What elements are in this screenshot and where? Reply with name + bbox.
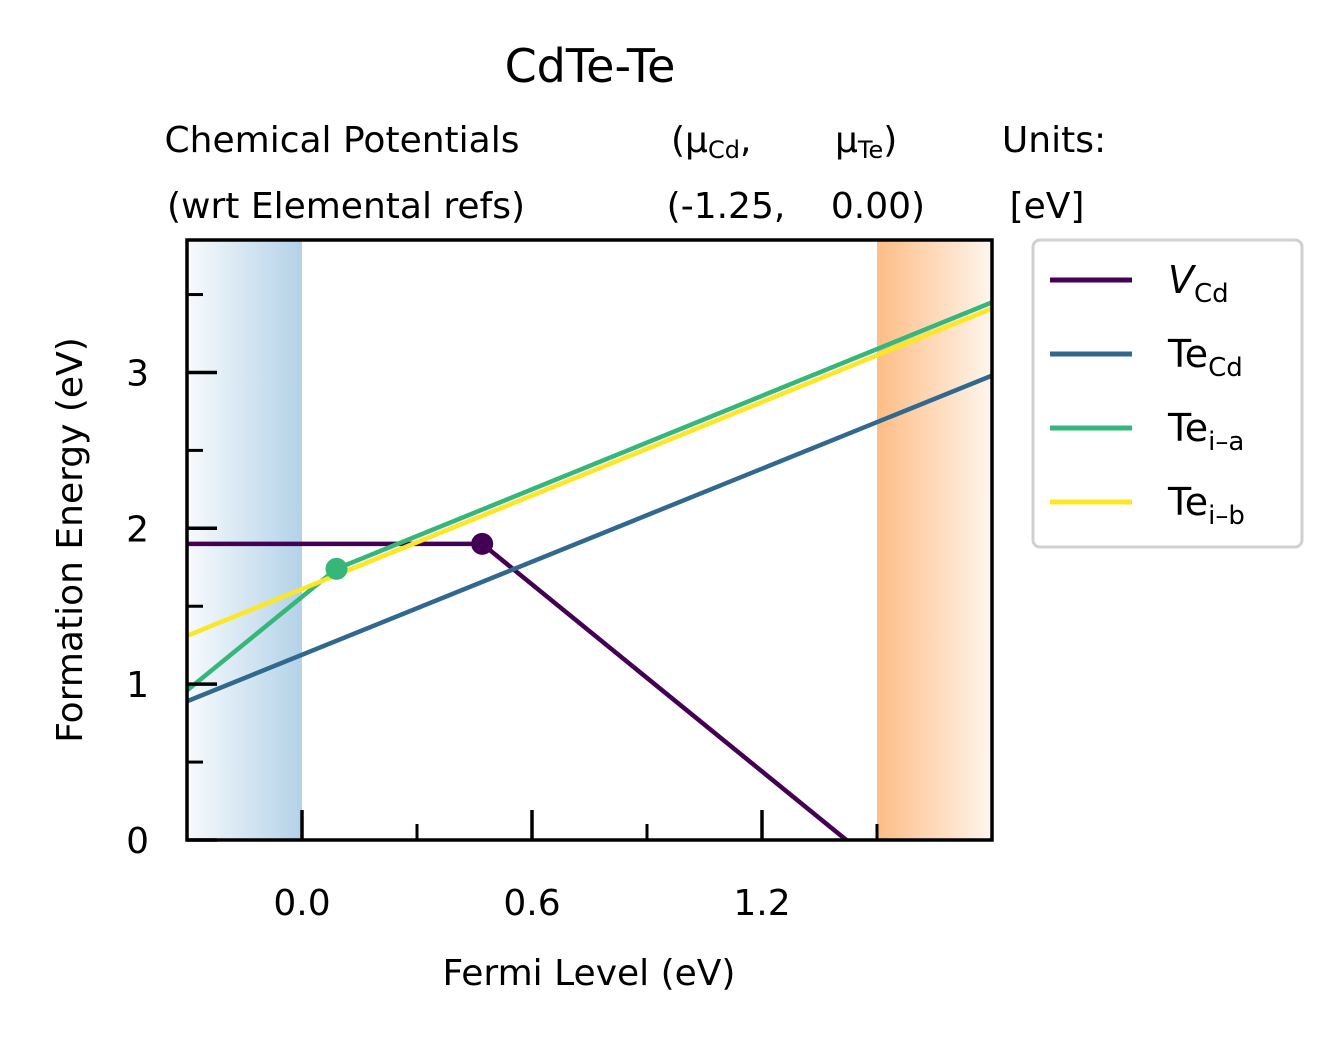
transition-level-marker-0 (471, 532, 494, 555)
valence-band-region (187, 240, 302, 840)
chart-title: CdTe-Te (505, 39, 676, 93)
header-left-line2: (wrt Elemental refs) (167, 186, 525, 227)
x-axis-label: Fermi Level (eV) (443, 953, 736, 994)
header-units-label: Units: (1002, 120, 1106, 161)
header-mu-cd: (μCd, (671, 120, 751, 164)
legend-entry-1: TeCd (1167, 332, 1243, 383)
x-tick-label-2: 1.2 (733, 883, 790, 924)
y-tick-label-3: 3 (126, 353, 149, 394)
y-tick-label-2: 2 (126, 509, 149, 550)
y-axis-label: Formation Energy (eV) (50, 337, 91, 743)
series-line-1 (187, 373, 992, 704)
y-tick-label-1: 1 (126, 665, 149, 706)
x-tick-label-0: 0.0 (273, 883, 330, 924)
legend-box (1031, 238, 1304, 549)
header-mu-te-value: 0.00) (831, 186, 925, 227)
legend-entry-0: VCd (1168, 258, 1229, 309)
y-tick-label-0: 0 (126, 821, 149, 862)
header-mu-te: μTe) (835, 120, 897, 164)
header-mu-cd-value: (-1.25, (667, 186, 786, 227)
header-units-value: [eV] (1010, 186, 1085, 227)
legend-entry-3: Tei–b (1167, 480, 1245, 531)
x-tick-label-1: 0.6 (503, 883, 560, 924)
transition-level-marker-1 (325, 557, 348, 580)
plot-frame (185, 238, 994, 842)
header-left-line1: Chemical Potentials (165, 120, 520, 161)
series-line-3 (187, 306, 992, 638)
legend-entry-2: Tei–a (1167, 406, 1244, 457)
